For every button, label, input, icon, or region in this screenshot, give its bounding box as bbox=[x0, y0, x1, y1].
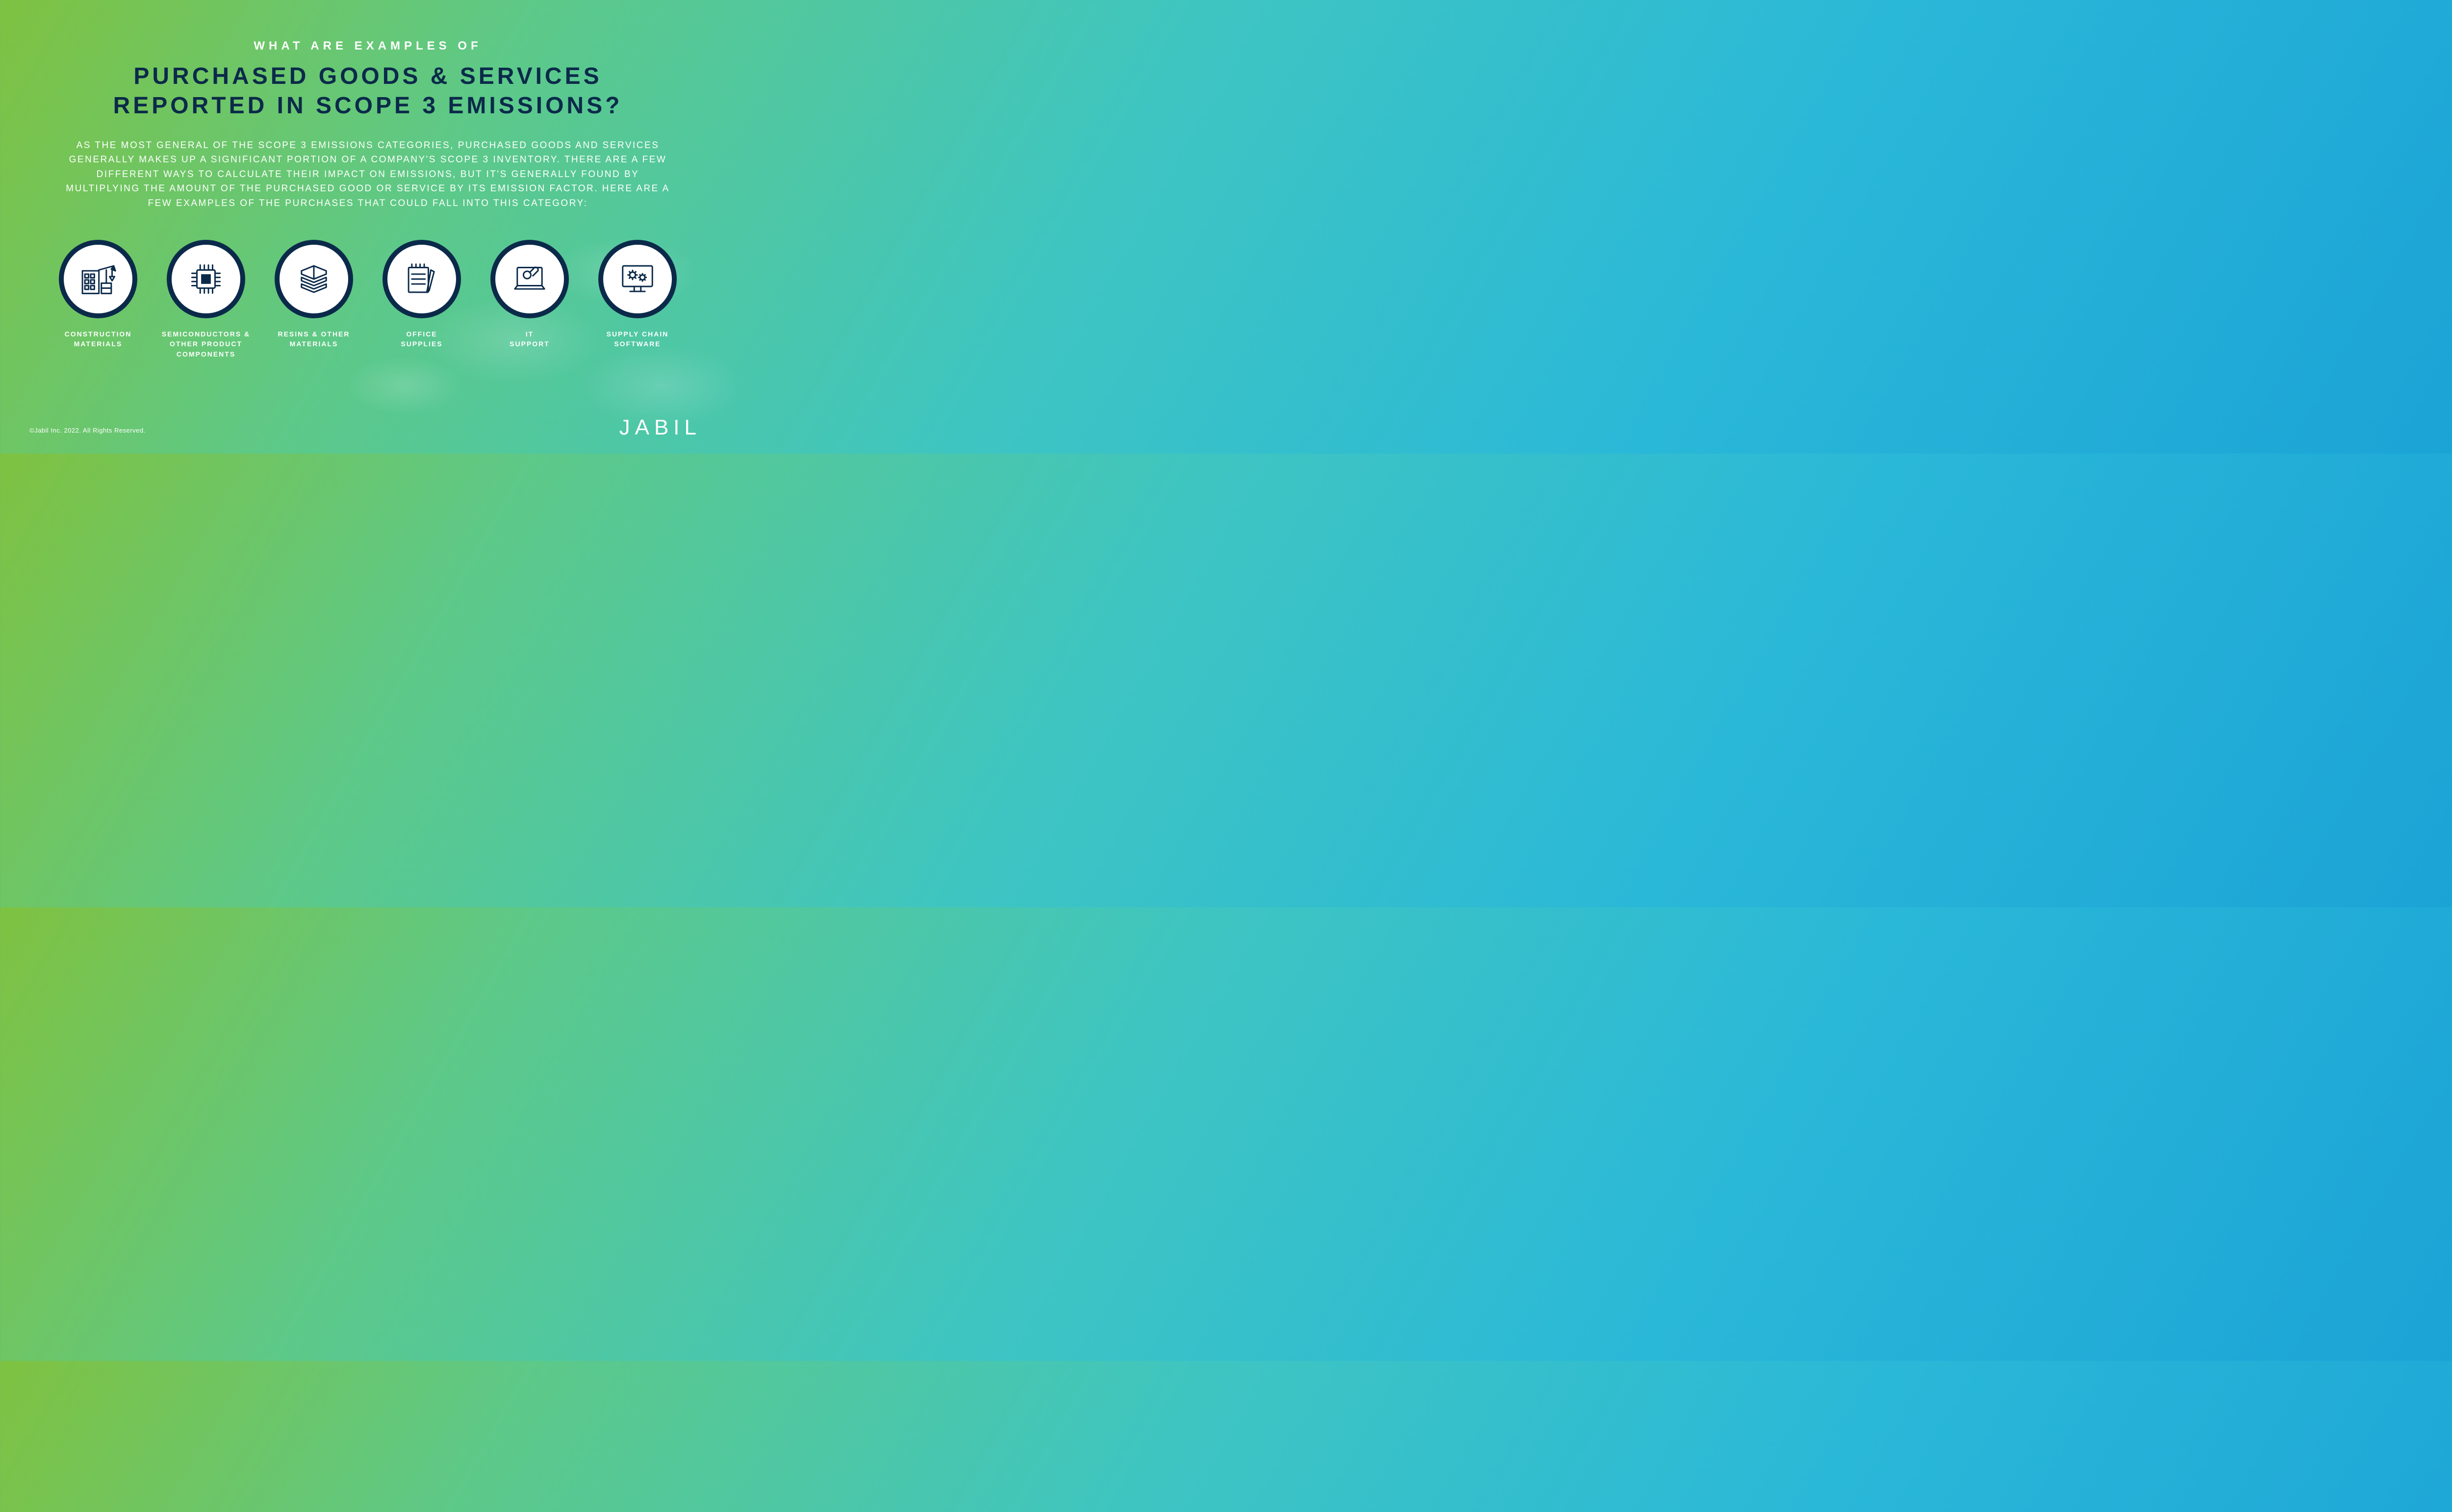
construction-icon bbox=[77, 258, 119, 300]
icon-circle bbox=[383, 240, 461, 318]
monitor-gears-icon bbox=[617, 258, 658, 300]
icon-circle bbox=[167, 240, 245, 318]
icon-label: OFFICESUPPLIES bbox=[401, 329, 442, 349]
icon-item-office: OFFICESUPPLIES bbox=[373, 240, 471, 359]
icons-row: CONSTRUCTIONMATERIALS SEMICONDUCTORS &OT… bbox=[49, 240, 687, 359]
chip-icon bbox=[185, 258, 227, 300]
icon-label: SEMICONDUCTORS &OTHER PRODUCTCOMPONENTS bbox=[162, 329, 250, 359]
title-line-1: PURCHASED GOODS & SERVICES bbox=[133, 63, 602, 89]
icon-item-supplychain: SUPPLY CHAINSOFTWARE bbox=[588, 240, 687, 359]
icon-circle bbox=[598, 240, 677, 318]
jabil-logo: JABIL bbox=[619, 414, 701, 439]
icon-item-construction: CONSTRUCTIONMATERIALS bbox=[49, 240, 147, 359]
icon-label: SUPPLY CHAINSOFTWARE bbox=[607, 329, 669, 349]
title-line-2: REPORTED IN SCOPE 3 EMISSIONS? bbox=[113, 93, 623, 119]
icon-circle bbox=[275, 240, 353, 318]
icon-label: ITSUPPORT bbox=[510, 329, 550, 349]
logo-text: JABIL bbox=[619, 415, 701, 440]
notepad-icon bbox=[401, 258, 442, 300]
copyright-text: ©Jabil Inc. 2022. All Rights Reserved. bbox=[29, 427, 146, 434]
icon-label: CONSTRUCTIONMATERIALS bbox=[65, 329, 132, 349]
icon-circle bbox=[490, 240, 569, 318]
icon-item-semiconductors: SEMICONDUCTORS &OTHER PRODUCTCOMPONENTS bbox=[157, 240, 255, 359]
main-title: PURCHASED GOODS & SERVICES REPORTED IN S… bbox=[49, 62, 687, 121]
icon-item-it: ITSUPPORT bbox=[481, 240, 579, 359]
icon-item-resins: RESINS & OTHERMATERIALS bbox=[265, 240, 363, 359]
icon-circle bbox=[59, 240, 137, 318]
eyebrow-text: WHAT ARE EXAMPLES OF bbox=[49, 39, 687, 53]
layers-icon bbox=[293, 258, 334, 300]
infographic-content: WHAT ARE EXAMPLES OF PURCHASED GOODS & S… bbox=[0, 0, 736, 454]
icon-label: RESINS & OTHERMATERIALS bbox=[278, 329, 350, 349]
body-paragraph: AS THE MOST GENERAL OF THE SCOPE 3 EMISS… bbox=[59, 138, 677, 210]
laptop-wrench-icon bbox=[509, 258, 550, 300]
